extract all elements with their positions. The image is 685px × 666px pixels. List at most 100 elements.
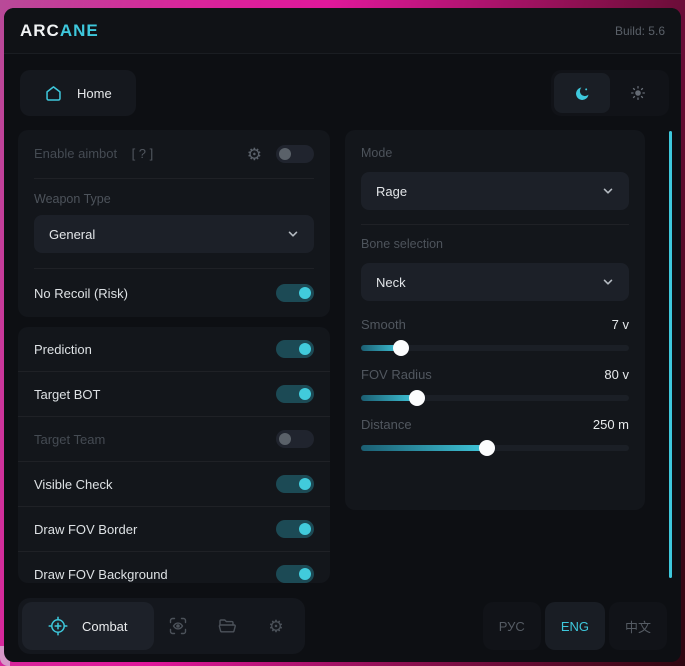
crosshair-icon: [48, 616, 68, 636]
mode-select[interactable]: Rage: [361, 172, 629, 210]
no-recoil-toggle[interactable]: [276, 284, 314, 302]
enable-aimbot-hint: [ ? ]: [131, 146, 154, 161]
draw-fov-background-toggle[interactable]: [276, 565, 314, 583]
lang-eng-button[interactable]: ENG: [544, 602, 605, 650]
toggle-label: Draw FOV Border: [34, 521, 138, 537]
prediction-toggle[interactable]: [276, 340, 314, 358]
fov-radius-slider[interactable]: [361, 390, 629, 406]
toggle-knob: [299, 388, 311, 400]
toggle-label: Target BOT: [34, 386, 101, 402]
home-label: Home: [77, 85, 112, 101]
target-team-toggle[interactable]: [276, 430, 314, 448]
tab-settings[interactable]: ⚙: [252, 602, 301, 650]
divider: [34, 178, 314, 179]
lang-rus-button[interactable]: РУС: [482, 602, 541, 650]
toggle-label: Draw FOV Background: [34, 566, 168, 582]
smooth-slider-block: Smooth 7 v: [361, 317, 629, 356]
aimbot-card: Enable aimbot [ ? ] ⚙ Weapon Type Genera…: [18, 130, 330, 317]
toggle-row: Target Team: [18, 416, 330, 461]
arcane-window: ARCANE Build: 5.6 Home: [4, 8, 681, 662]
weapon-type-value: General: [49, 226, 96, 242]
divider: [361, 224, 629, 225]
toggle-row: Visible Check: [18, 461, 330, 506]
toggle-knob: [299, 568, 311, 580]
vertical-scrollbar[interactable]: [669, 131, 672, 578]
language-switcher: РУС ENG 中文: [482, 598, 667, 654]
home-icon: [44, 84, 63, 103]
divider: [34, 268, 314, 269]
toggle-label: Target Team: [34, 431, 106, 447]
logo-primary: ARC: [20, 20, 60, 40]
lang-label: ENG: [560, 618, 589, 634]
chevron-down-icon: [602, 185, 614, 197]
toggle-label: Visible Check: [34, 476, 113, 492]
smooth-value: 7 v: [611, 317, 629, 332]
distance-slider[interactable]: [361, 440, 629, 456]
bone-select[interactable]: Neck: [361, 263, 629, 301]
bottom-nav: Combat: [18, 598, 305, 654]
title-bar: ARCANE Build: 5.6: [4, 8, 681, 54]
distance-slider-block: Distance 250 m: [361, 417, 629, 456]
logo-accent: ANE: [59, 20, 99, 40]
visible-check-toggle[interactable]: [276, 475, 314, 493]
distance-value: 250 m: [592, 417, 629, 432]
moon-icon: [574, 85, 591, 102]
draw-fov-border-toggle[interactable]: [276, 520, 314, 538]
toggle-row: Prediction: [18, 327, 330, 371]
toggle-label: Prediction: [34, 341, 92, 357]
enable-aimbot-toggle[interactable]: [276, 145, 314, 163]
chevron-down-icon: [602, 276, 614, 288]
lang-label: 中文: [624, 619, 651, 635]
theme-toggle-group: [551, 70, 669, 116]
app-logo: ARCANE: [20, 21, 99, 41]
toggles-card: Prediction Target BOT Target Team Visibl…: [18, 327, 330, 583]
toggle-knob: [279, 148, 291, 160]
tab-configs[interactable]: [203, 602, 252, 650]
tab-combat[interactable]: Combat: [22, 602, 154, 650]
toggle-row: Target BOT: [18, 371, 330, 416]
target-bot-toggle[interactable]: [276, 385, 314, 403]
slider-knob[interactable]: [393, 340, 410, 356]
lang-label: РУС: [498, 618, 525, 634]
fov-radius-value: 80 v: [604, 367, 629, 382]
chevron-down-icon: [287, 228, 299, 240]
fov-radius-slider-block: FOV Radius 80 v: [361, 367, 629, 406]
enable-aimbot-label: Enable aimbot: [34, 146, 118, 161]
fov-radius-label: FOV Radius: [361, 367, 432, 382]
no-recoil-row: No Recoil (Risk): [18, 269, 330, 317]
mode-value: Rage: [376, 183, 408, 199]
folder-open-icon: [217, 616, 237, 636]
no-recoil-label: No Recoil (Risk): [34, 285, 128, 301]
lang-zh-button[interactable]: 中文: [608, 602, 667, 650]
build-version: Build: 5.6: [614, 23, 665, 38]
toggle-knob: [299, 343, 311, 355]
slider-knob[interactable]: [478, 440, 495, 456]
weapon-type-label: Weapon Type: [34, 192, 111, 206]
aimbot-settings-gear-icon[interactable]: ⚙: [246, 144, 262, 164]
bone-value: Neck: [376, 274, 406, 290]
mode-label: Mode: [361, 146, 393, 160]
toggle-row: Draw FOV Background: [18, 551, 330, 583]
distance-label: Distance: [361, 417, 412, 432]
toggle-knob: [279, 433, 291, 445]
toggle-row: Draw FOV Border: [18, 506, 330, 551]
eye-scan-icon: [168, 616, 188, 636]
toggle-knob: [299, 523, 311, 535]
tab-visuals[interactable]: [154, 602, 203, 650]
home-button[interactable]: Home: [20, 70, 136, 116]
sun-icon: [630, 85, 646, 101]
combat-label: Combat: [82, 618, 128, 634]
slider-knob[interactable]: [409, 390, 426, 406]
weapon-type-select[interactable]: General: [34, 215, 314, 253]
dark-theme-button[interactable]: [554, 73, 610, 113]
smooth-label: Smooth: [361, 317, 406, 332]
settings-gear-icon: ⚙: [268, 616, 284, 636]
bone-selection-label: Bone selection: [361, 237, 444, 251]
light-theme-button[interactable]: [610, 73, 666, 113]
smooth-slider[interactable]: [361, 340, 629, 356]
aim-settings-card: Mode Rage Bone selection Neck Smooth 7 v: [345, 130, 645, 510]
enable-aimbot-row: Enable aimbot [ ? ] ⚙: [18, 130, 330, 178]
toggle-knob: [299, 478, 311, 490]
toggle-knob: [299, 287, 311, 299]
